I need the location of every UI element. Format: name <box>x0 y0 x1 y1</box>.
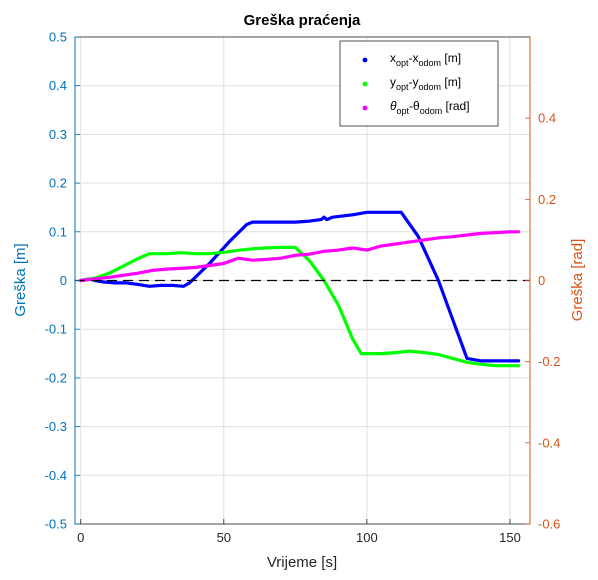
legend-label-y: yopt-yodom [m] <box>390 75 461 92</box>
y-axis-right-label: Greška [rad] <box>569 239 586 322</box>
y-right-tick-label: 0.2 <box>538 192 556 207</box>
y-left-tick-label: -0.2 <box>45 370 67 385</box>
legend-marker-theta <box>362 105 368 111</box>
x-tick-label: 100 <box>356 530 378 545</box>
series-line-theta-error <box>79 230 521 283</box>
legend-box <box>339 40 499 127</box>
y-left-tick-label: -0.5 <box>45 517 67 532</box>
y-left-tick-label: 0.4 <box>49 78 67 93</box>
y-left-tick-label: -0.4 <box>45 468 67 483</box>
y-left-tick-label: -0.1 <box>45 322 67 337</box>
y-left-tick-label: 0.2 <box>49 176 67 191</box>
y-left-tick-label: 0 <box>60 273 67 288</box>
x-tick-label: 50 <box>217 530 231 545</box>
legend-marker-y <box>362 81 368 87</box>
y-right-tick-label: 0 <box>538 273 545 288</box>
series-line-x-error <box>79 210 521 363</box>
legend-item-x: xopt-xodom [m] <box>362 51 461 68</box>
ticks: 0 50 100 150 0.5 0.4 0.3 0.2 0.1 0 -0.1 -0.2 -0.3 -0.… <box>45 30 561 546</box>
y-right-tick-label: 0.4 <box>538 111 556 126</box>
legend-label-theta: θopt-θodom [rad] <box>390 99 470 116</box>
y-right-tick-label: -0.4 <box>538 435 560 450</box>
legend: xopt-xodom [m] yopt-yodom [m] θopt-θodom… <box>339 40 499 127</box>
chart-title: Greška praćenja <box>244 12 361 29</box>
series-layer <box>75 210 530 368</box>
y-left-tick-label: 0.3 <box>49 127 67 142</box>
y-axis-left-label: Greška [m] <box>12 243 29 316</box>
legend-marker-x <box>362 57 368 63</box>
y-right-tick-label: -0.2 <box>538 354 560 369</box>
series-line-y-error <box>79 245 521 368</box>
x-tick-label: 150 <box>499 530 521 545</box>
y-left-tick-label: -0.3 <box>45 419 67 434</box>
legend-item-y: yopt-yodom [m] <box>362 75 461 92</box>
y-left-tick-label: 0.1 <box>49 224 67 239</box>
legend-label-x: xopt-xodom [m] <box>390 51 461 68</box>
legend-item-theta: θopt-θodom [rad] <box>362 99 470 116</box>
x-axis-label: Vrijeme [s] <box>267 554 337 571</box>
x-tick-label: 0 <box>77 530 84 545</box>
y-right-tick-label: -0.6 <box>538 517 560 532</box>
y-left-tick-label: 0.5 <box>49 30 67 45</box>
